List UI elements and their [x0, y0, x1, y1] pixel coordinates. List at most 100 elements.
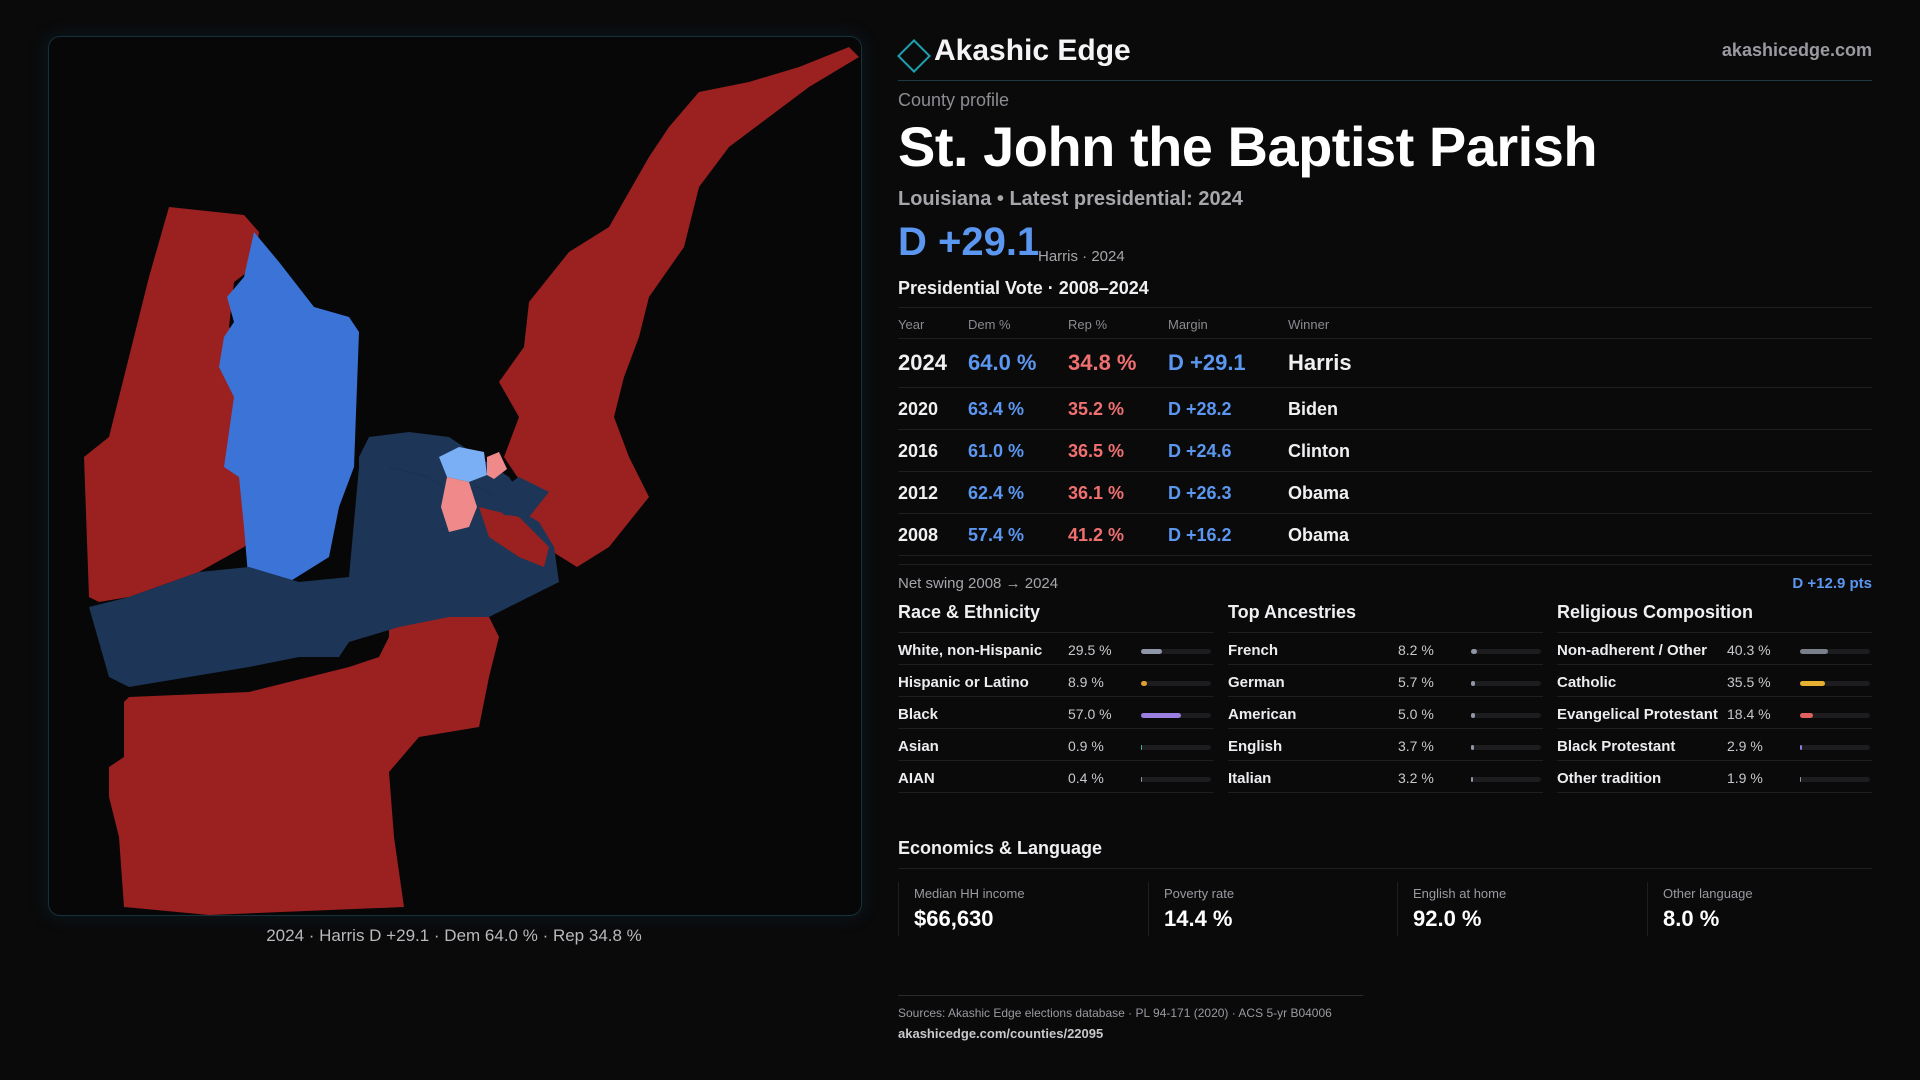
- brand-url-link[interactable]: akashicedge.com: [1721, 40, 1872, 60]
- race-heading: Race & Ethnicity: [898, 602, 1213, 633]
- stat-percent: 35.5 %: [1727, 674, 1771, 690]
- net-swing: Net swing 2008 → 2024 D +12.9 pts: [898, 564, 1872, 597]
- stat-name: AIAN: [898, 770, 935, 787]
- stat-percent: 29.5 %: [1068, 642, 1112, 658]
- stat-bar-fill: [1141, 777, 1143, 782]
- religion-heading: Religious Composition: [1557, 602, 1872, 633]
- map-precinct-dem-central[interactable]: [219, 232, 359, 587]
- table-row: 2016 61.0 % 36.5 % D +24.6 Clinton: [898, 430, 1872, 472]
- stat-bar: [1800, 745, 1870, 750]
- map-precinct-rep-light-b[interactable]: [487, 452, 507, 479]
- stat-name: Non-adherent / Other: [1557, 642, 1708, 659]
- row-margin: D +16.2: [1168, 525, 1232, 545]
- map-precinct-rep-south[interactable]: [109, 597, 499, 915]
- row-rep: 34.8 %: [1068, 350, 1137, 375]
- row-year: 2016: [898, 441, 939, 461]
- race-row: Black 57.0 %: [898, 697, 1213, 729]
- col-margin: Margin: [1168, 317, 1208, 332]
- row-margin: D +24.6: [1168, 441, 1232, 461]
- sources-url-link[interactable]: akashicedge.com/counties/22095: [898, 1026, 1104, 1041]
- stat-percent: 3.2 %: [1398, 770, 1434, 786]
- ancestry-heading: Top Ancestries: [1228, 602, 1543, 633]
- stat-percent: 8.9 %: [1068, 674, 1104, 690]
- col-rep: Rep %: [1068, 317, 1108, 332]
- stat-name: Italian: [1228, 770, 1272, 787]
- stat-bar: [1471, 713, 1541, 718]
- stat-bar: [1141, 681, 1211, 686]
- map-precinct-rep-northeast[interactable]: [499, 47, 859, 567]
- col-winner: Winner: [1288, 317, 1330, 332]
- stat-name: Asian: [898, 738, 939, 755]
- row-rep: 36.5 %: [1068, 441, 1125, 461]
- stat-percent: 40.3 %: [1727, 642, 1771, 658]
- table-row: 2020 63.4 % 35.2 % D +28.2 Biden: [898, 388, 1872, 430]
- stat-bar: [1141, 649, 1211, 654]
- stat-bar-fill: [1141, 649, 1162, 654]
- vote-table-header: Year Dem % Rep % Margin Winner: [898, 308, 1872, 339]
- stat-name: English: [1228, 738, 1283, 755]
- ancestry-row: American 5.0 %: [1228, 697, 1543, 729]
- row-winner: Harris: [1288, 350, 1352, 375]
- stat-name: German: [1228, 674, 1285, 691]
- econ-value: 14.4 %: [1164, 906, 1233, 931]
- stat-bar-fill: [1800, 681, 1825, 686]
- race-row: White, non-Hispanic 29.5 %: [898, 633, 1213, 665]
- row-year: 2020: [898, 399, 939, 419]
- religion-row: Non-adherent / Other 40.3 %: [1557, 633, 1872, 665]
- stat-bar: [1141, 745, 1211, 750]
- stat-bar-fill: [1471, 713, 1475, 718]
- sources-text: Sources: Akashic Edge elections database…: [898, 1006, 1332, 1020]
- row-margin: D +26.3: [1168, 483, 1232, 503]
- sources-footer: Sources: Akashic Edge elections database…: [898, 995, 1363, 1041]
- vote-heading: Presidential Vote · 2008–2024: [898, 278, 1149, 298]
- map-precinct-dem-light[interactable]: [439, 447, 487, 482]
- stat-percent: 8.2 %: [1398, 642, 1434, 658]
- stat-percent: 0.4 %: [1068, 770, 1104, 786]
- map-precinct-dem-river[interactable]: [89, 467, 559, 687]
- stat-bar-fill: [1800, 777, 1802, 782]
- map-precinct-rep-light-a[interactable]: [441, 477, 477, 532]
- race-row: Hispanic or Latino 8.9 %: [898, 665, 1213, 697]
- stat-name: Hispanic or Latino: [898, 674, 1029, 691]
- row-winner: Obama: [1288, 483, 1350, 503]
- econ-value: 92.0 %: [1413, 906, 1482, 931]
- ancestry-row: French 8.2 %: [1228, 633, 1543, 665]
- row-dem: 62.4 %: [968, 483, 1025, 503]
- row-winner: Clinton: [1288, 441, 1350, 461]
- map-precinct-rep-inner[interactable]: [479, 507, 549, 567]
- eyebrow-label: County profile: [898, 90, 1010, 110]
- econ-label: Median HH income: [914, 886, 1025, 901]
- ancestry-row: Italian 3.2 %: [1228, 761, 1543, 793]
- religion-row: Catholic 35.5 %: [1557, 665, 1872, 697]
- econ-label: Other language: [1663, 886, 1753, 901]
- stat-bar: [1471, 681, 1541, 686]
- race-row: Asian 0.9 %: [898, 729, 1213, 761]
- stat-name: White, non-Hispanic: [898, 642, 1043, 659]
- stat-bar-fill: [1141, 681, 1148, 686]
- row-winner: Obama: [1288, 525, 1350, 545]
- stat-name: Catholic: [1557, 674, 1617, 691]
- map-caption: 2024 · Harris D +29.1 · Dem 64.0 % · Rep…: [266, 926, 642, 945]
- table-row: 2012 62.4 % 36.1 % D +26.3 Obama: [898, 472, 1872, 514]
- row-year: 2008: [898, 525, 939, 545]
- stat-bar-fill: [1471, 777, 1474, 782]
- stat-percent: 5.7 %: [1398, 674, 1434, 690]
- county-map[interactable]: [48, 36, 862, 916]
- headline-margin: D +29.1: [898, 220, 1040, 264]
- table-row: 2024 64.0 % 34.8 % D +29.1 Harris: [898, 339, 1872, 388]
- map-precinct-dem-east[interactable]: [489, 477, 549, 517]
- precinct-map-svg[interactable]: [49, 37, 861, 915]
- stat-bar-fill: [1471, 745, 1474, 750]
- row-year: 2012: [898, 483, 939, 503]
- stat-bar-fill: [1141, 745, 1143, 750]
- row-margin: D +28.2: [1168, 399, 1232, 419]
- race-row: AIAN 0.4 %: [898, 761, 1213, 793]
- stat-bar-fill: [1471, 681, 1475, 686]
- stat-percent: 2.9 %: [1727, 738, 1763, 754]
- row-dem: 57.4 %: [968, 525, 1025, 545]
- religion-section: Religious Composition Non-adherent / Oth…: [1557, 602, 1872, 793]
- stat-bar: [1141, 777, 1211, 782]
- stat-name: Evangelical Protestant: [1557, 706, 1718, 723]
- econ-card-income: Median HH income $66,630: [898, 882, 1139, 936]
- stat-percent: 3.7 %: [1398, 738, 1434, 754]
